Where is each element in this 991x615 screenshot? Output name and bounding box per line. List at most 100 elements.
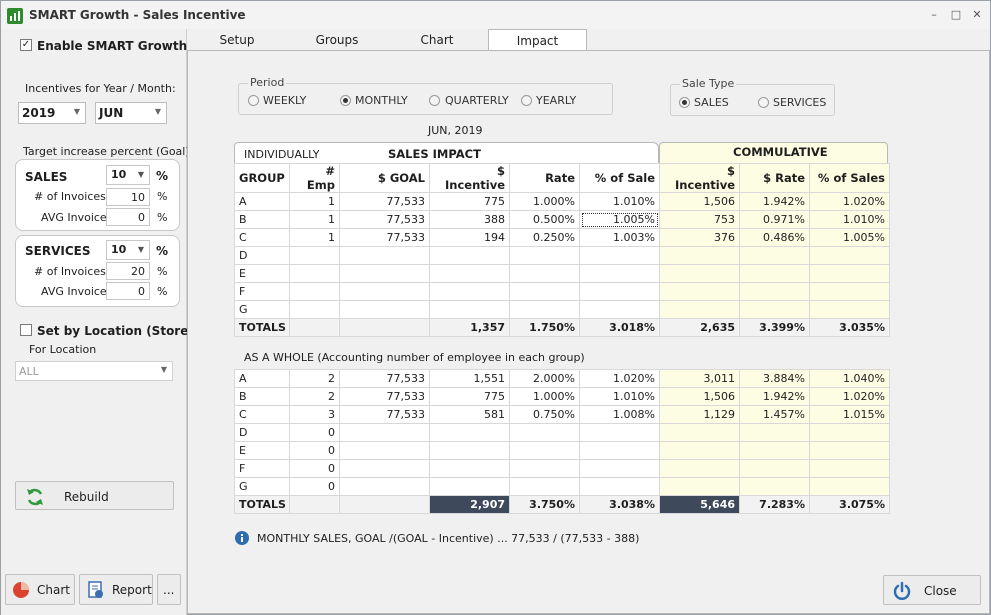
sales-invoices-input[interactable]: 10	[106, 188, 150, 206]
period-weekly-radio[interactable]	[248, 95, 259, 106]
sales-pct-spinner[interactable]: 10 ▼	[106, 165, 150, 185]
whole-cell[interactable]: 0	[289, 459, 340, 478]
whole-cell[interactable]	[809, 441, 890, 460]
ind-cell[interactable]	[509, 264, 580, 283]
whole-cell[interactable]: C	[234, 405, 290, 424]
whole-cell[interactable]: B	[234, 387, 290, 406]
whole-cell[interactable]: 77,533	[339, 369, 430, 388]
ind-cell[interactable]: 1.010%	[809, 210, 890, 229]
whole-cell[interactable]: 1.020%	[809, 387, 890, 406]
whole-cell[interactable]: 3.884%	[739, 369, 810, 388]
services-avg-input[interactable]: 0	[106, 282, 150, 300]
whole-cell[interactable]	[579, 423, 660, 442]
ind-cell[interactable]: 1,506	[659, 192, 740, 211]
ind-cell[interactable]	[289, 264, 340, 283]
ind-cell[interactable]	[809, 264, 890, 283]
whole-cell[interactable]	[809, 459, 890, 478]
ind-cell[interactable]: 1.005%	[809, 228, 890, 247]
ind-cell[interactable]: 1	[289, 192, 340, 211]
whole-cell[interactable]	[659, 477, 740, 496]
whole-cell[interactable]: G	[234, 477, 290, 496]
whole-cell[interactable]: 1.010%	[579, 387, 660, 406]
col-cum-incentive[interactable]: $ Incentive	[659, 163, 740, 193]
ind-cell[interactable]: 0.971%	[739, 210, 810, 229]
ind-cell[interactable]	[659, 246, 740, 265]
tab-chart[interactable]: Chart	[420, 33, 454, 47]
whole-cell[interactable]	[739, 423, 810, 442]
ind-cell[interactable]: A	[234, 192, 290, 211]
whole-cell[interactable]	[739, 477, 810, 496]
col-cum-rate[interactable]: $ Rate	[739, 163, 810, 193]
col-rate[interactable]: Rate	[509, 163, 580, 193]
whole-cell[interactable]	[339, 441, 430, 460]
col-cum-pct-sales[interactable]: % of Sales	[809, 163, 890, 193]
col-emp[interactable]: # Emp	[289, 163, 340, 193]
sales-avg-input[interactable]: 0	[106, 208, 150, 226]
whole-cell[interactable]: F	[234, 459, 290, 478]
whole-cell[interactable]	[739, 459, 810, 478]
ind-cell[interactable]	[739, 282, 810, 301]
location-select[interactable]: ALL ▼	[15, 361, 173, 381]
maximize-button[interactable]: □	[950, 8, 962, 21]
whole-cell[interactable]	[509, 441, 580, 460]
month-select[interactable]: JUN ▼	[95, 102, 167, 124]
ind-cell[interactable]	[339, 300, 430, 319]
ind-cell[interactable]: 77,533	[339, 228, 430, 247]
report-button[interactable]: Report	[79, 574, 153, 605]
whole-cell[interactable]: 1,551	[429, 369, 510, 388]
whole-cell[interactable]	[739, 441, 810, 460]
ind-cell[interactable]: 0.486%	[739, 228, 810, 247]
ind-cell[interactable]: 77,533	[339, 210, 430, 229]
more-button[interactable]: ...	[157, 574, 181, 605]
whole-cell[interactable]: 0	[289, 423, 340, 442]
ind-cell[interactable]	[289, 246, 340, 265]
chart-button[interactable]: Chart	[5, 574, 75, 605]
ind-cell[interactable]: 753	[659, 210, 740, 229]
ind-cell[interactable]: B	[234, 210, 290, 229]
whole-cell[interactable]: A	[234, 369, 290, 388]
whole-cell[interactable]	[509, 477, 580, 496]
whole-cell[interactable]	[659, 441, 740, 460]
ind-cell[interactable]: 1	[289, 228, 340, 247]
whole-cell[interactable]: 2	[289, 369, 340, 388]
ind-cell[interactable]	[579, 264, 660, 283]
col-pct-sale[interactable]: % of Sale	[579, 163, 660, 193]
ind-cell[interactable]	[509, 282, 580, 301]
services-invoices-input[interactable]: 20	[106, 262, 150, 280]
rebuild-button[interactable]: Rebuild	[15, 481, 174, 510]
whole-cell[interactable]	[809, 423, 890, 442]
ind-cell[interactable]	[429, 246, 510, 265]
ind-cell[interactable]: 0.500%	[509, 210, 580, 229]
whole-cell[interactable]	[509, 459, 580, 478]
ind-cell[interactable]	[739, 264, 810, 283]
whole-cell[interactable]: 1,506	[659, 387, 740, 406]
ind-cell[interactable]: 775	[429, 192, 510, 211]
ind-cell[interactable]	[339, 246, 430, 265]
whole-cell[interactable]: D	[234, 423, 290, 442]
whole-cell[interactable]: 3	[289, 405, 340, 424]
ind-cell[interactable]: D	[234, 246, 290, 265]
ind-cell[interactable]: 194	[429, 228, 510, 247]
whole-cell[interactable]: 775	[429, 387, 510, 406]
whole-cell[interactable]: 1.942%	[739, 387, 810, 406]
tab-impact[interactable]: Impact	[488, 29, 587, 51]
ind-cell[interactable]	[429, 300, 510, 319]
whole-cell[interactable]	[339, 459, 430, 478]
ind-cell[interactable]: 376	[659, 228, 740, 247]
ind-cell[interactable]: 77,533	[339, 192, 430, 211]
whole-cell[interactable]	[339, 423, 430, 442]
close-window-button[interactable]: ✕	[972, 8, 982, 21]
ind-cell[interactable]	[339, 282, 430, 301]
enable-smart-growth-checkbox[interactable]: ✓	[20, 39, 32, 51]
ind-cell[interactable]	[579, 246, 660, 265]
whole-cell[interactable]: 2.000%	[509, 369, 580, 388]
ind-cell[interactable]: 1.003%	[579, 228, 660, 247]
whole-cell[interactable]: 1.040%	[809, 369, 890, 388]
whole-cell[interactable]: 1.008%	[579, 405, 660, 424]
whole-cell[interactable]	[659, 459, 740, 478]
ind-cell[interactable]: 1.005%	[579, 210, 660, 229]
whole-cell[interactable]: 1,129	[659, 405, 740, 424]
services-pct-spinner[interactable]: 10 ▼	[106, 240, 150, 260]
ind-cell[interactable]: 1.010%	[579, 192, 660, 211]
ind-cell[interactable]: F	[234, 282, 290, 301]
